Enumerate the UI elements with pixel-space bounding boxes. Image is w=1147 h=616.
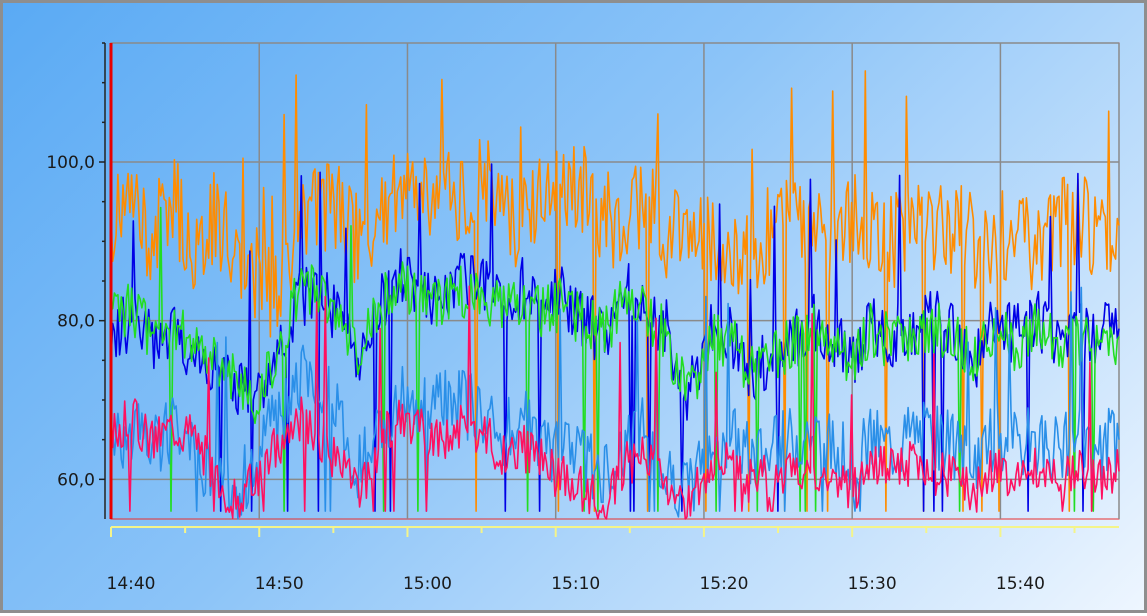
x-tick-label: 15:10 bbox=[551, 574, 600, 594]
series-layer bbox=[110, 70, 1120, 520]
series-line-2 bbox=[110, 163, 1120, 512]
chart-svg: 14:40 14:50 15:00 15:10 15:20 15:30 15:40 60,0 8… bbox=[46, 42, 1120, 594]
x-tick-label: 15:00 bbox=[403, 574, 452, 594]
series-line-1 bbox=[110, 70, 1120, 512]
x-tick-label: 14:50 bbox=[255, 574, 304, 594]
x-tick-label: 15:40 bbox=[996, 574, 1045, 594]
tick-labels: 14:40 14:50 15:00 15:10 15:20 15:30 15:40 60,0 8… bbox=[46, 153, 1045, 594]
x-tick-label: 15:20 bbox=[699, 574, 748, 594]
y-tick-label: 80,0 bbox=[57, 312, 95, 332]
x-tick-label: 15:30 bbox=[848, 574, 897, 594]
y-tick-label: 60,0 bbox=[57, 470, 95, 490]
y-tick-label: 100,0 bbox=[46, 153, 95, 173]
series-line-5 bbox=[110, 285, 1120, 520]
axes bbox=[99, 42, 1119, 537]
series-line-3 bbox=[110, 206, 1120, 512]
x-tick-label: 14:40 bbox=[107, 574, 156, 594]
series-line-4 bbox=[110, 286, 1120, 520]
